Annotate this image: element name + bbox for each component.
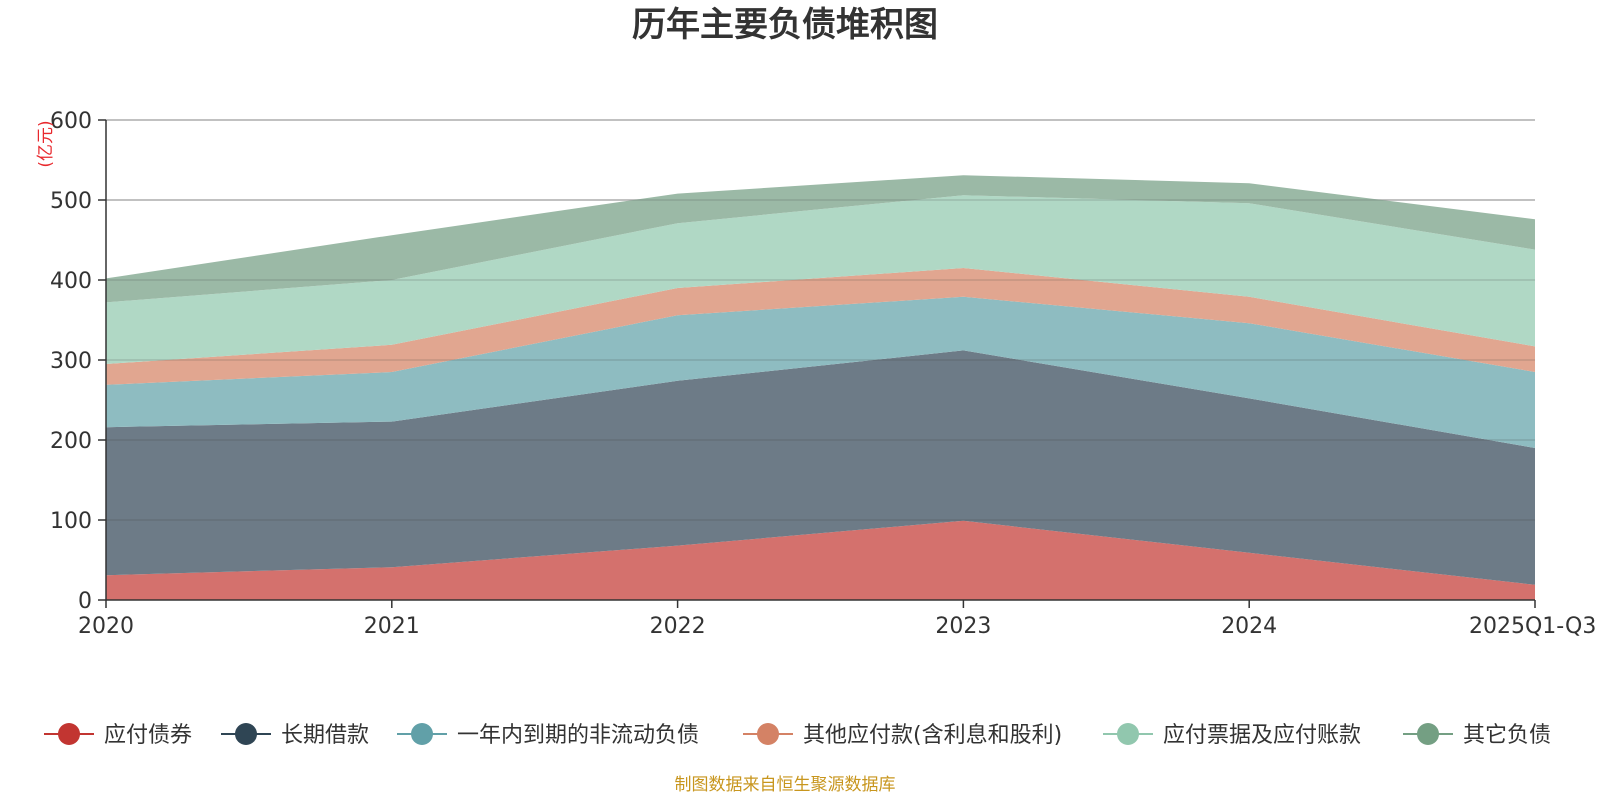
stacked-area-chart: 历年主要负债堆积图 0 100 200 300 400 500 600 2020 2021 202… <box>0 0 1600 800</box>
legend-label: 应付债券 <box>104 723 192 748</box>
area-series <box>106 120 1535 600</box>
legend-label: 一年内到期的非流动负债 <box>457 723 699 748</box>
y-tick-label: 200 <box>50 429 92 454</box>
legend-marker-dot <box>235 723 257 745</box>
source-note: 制图数据来自恒生聚源数据库 <box>675 775 896 795</box>
x-tick-label: 2024 <box>1221 614 1277 639</box>
chart-title: 历年主要负债堆积图 <box>632 5 938 45</box>
legend-label: 长期借款 <box>281 723 369 748</box>
x-tick-label: 2023 <box>935 614 991 639</box>
x-tick-label: 2022 <box>650 614 706 639</box>
x-tick-label: 2021 <box>364 614 420 639</box>
x-tick-label: 2025Q1-Q3 <box>1469 614 1596 639</box>
y-tick-label: 500 <box>50 189 92 214</box>
legend-marker-dot <box>58 723 80 745</box>
y-tick-label: 300 <box>50 349 92 374</box>
legend-label: 其他应付款(含利息和股利) <box>803 723 1062 748</box>
y-tick-label: 400 <box>50 269 92 294</box>
legend-label: 其它负债 <box>1463 723 1551 748</box>
legend-label: 应付票据及应付账款 <box>1163 723 1361 748</box>
y-tick-label: 100 <box>50 509 92 534</box>
y-tick-label: 0 <box>78 589 92 614</box>
y-axis-unit-label: (亿元) <box>36 120 56 167</box>
legend-marker-dot <box>411 723 433 745</box>
y-tick-label: 600 <box>50 109 92 134</box>
legend: 应付债券 长期借款 一年内到期的非流动负债 其他应付款(含利息和股利) 应付票据及应付账… <box>44 723 1551 748</box>
legend-marker-dot <box>1117 723 1139 745</box>
x-tick-label: 2020 <box>78 614 134 639</box>
legend-marker-dot <box>757 723 779 745</box>
legend-marker-dot <box>1417 723 1439 745</box>
